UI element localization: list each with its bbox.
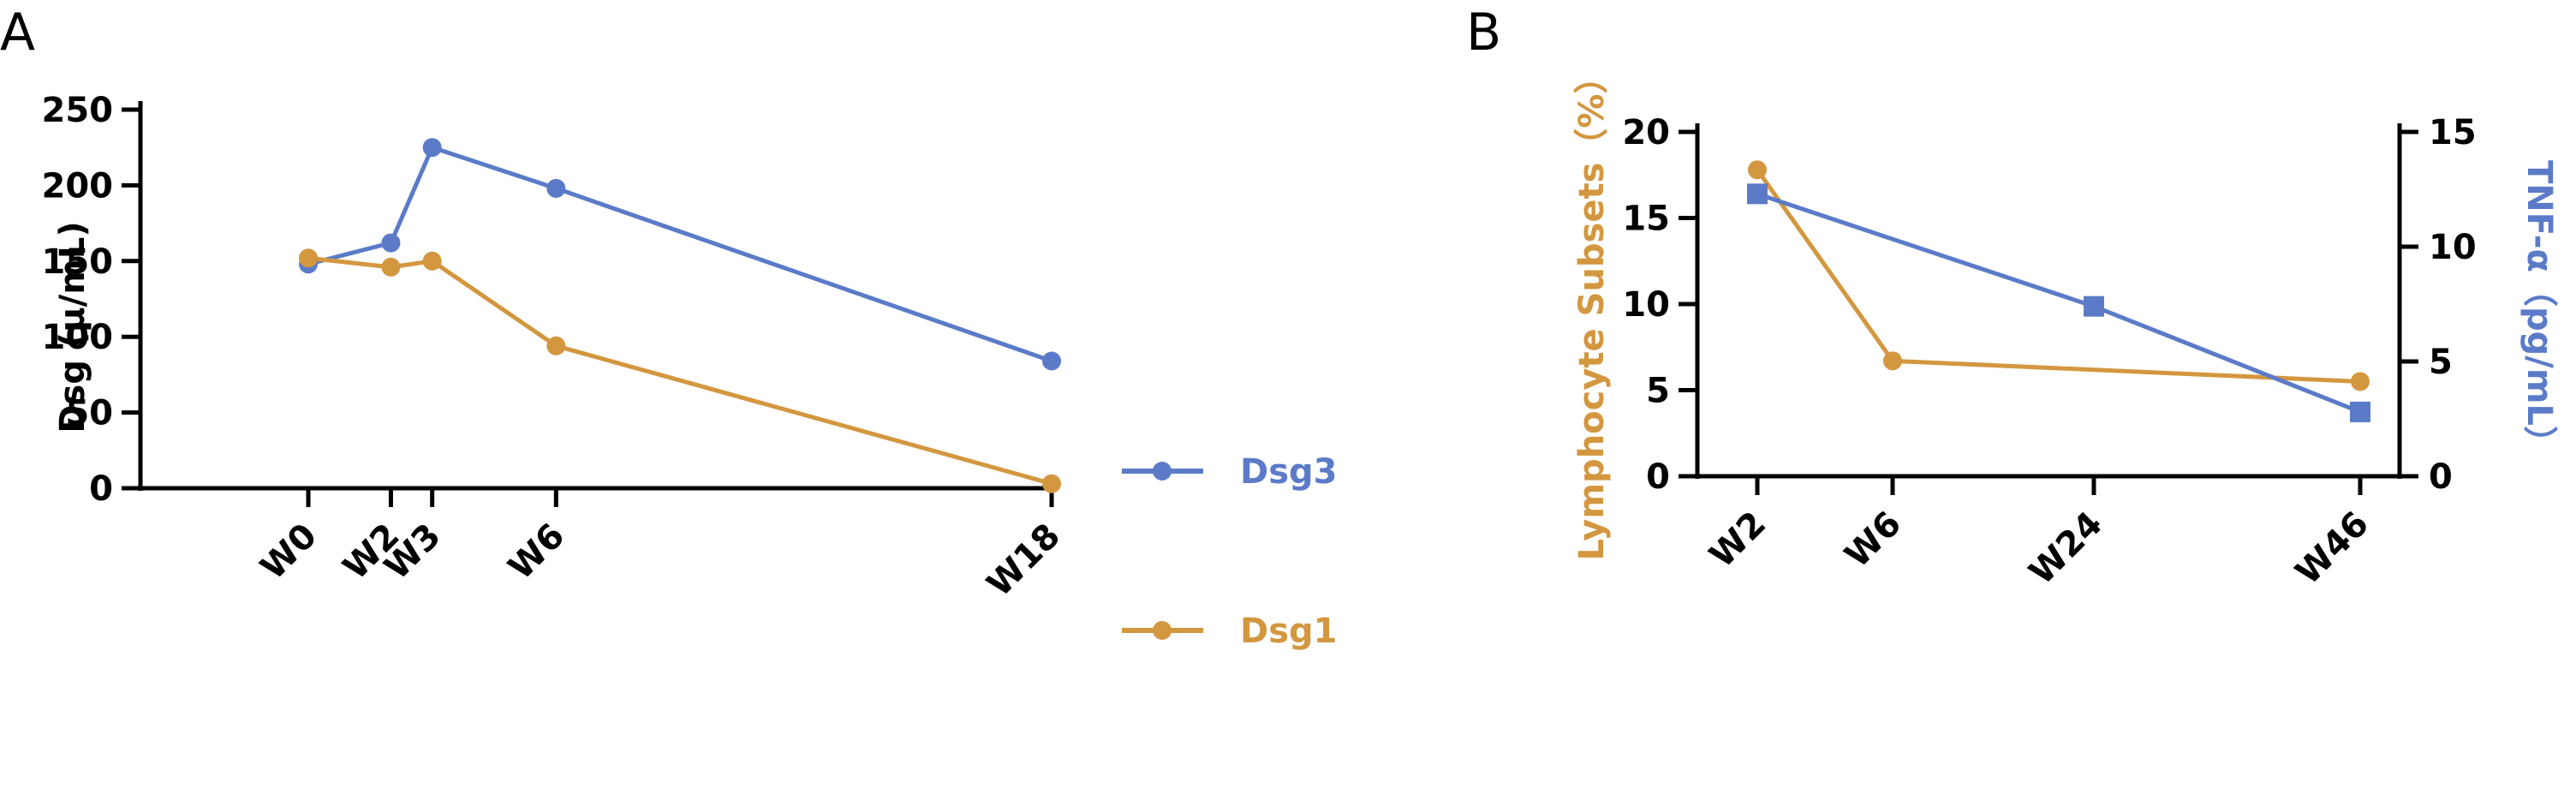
data-point-dsg1 bbox=[299, 248, 318, 268]
legend-marker-dsg3 bbox=[1153, 462, 1172, 481]
legend-label-dsg3: Dsg3 bbox=[1240, 452, 1337, 492]
panel-letter-b: B bbox=[1466, 3, 1501, 63]
data-point-dsg1 bbox=[546, 336, 566, 355]
data-point-lymphocyte bbox=[1748, 160, 1767, 180]
chart-b-left-y-tick-label: 5 bbox=[1646, 372, 1670, 411]
chart-a-y-tick-label: 250 bbox=[42, 91, 114, 130]
chart-b-left-y-tick-label: 20 bbox=[1622, 113, 1670, 152]
chart-a-x-tick-label: W6 bbox=[501, 516, 572, 588]
chart-b-x-tick-label: W6 bbox=[1838, 505, 1909, 576]
chart-a-y-tick-label: 50 bbox=[65, 394, 113, 433]
chart-b-x-tick-label: W46 bbox=[2288, 505, 2376, 593]
data-point-dsg1 bbox=[381, 257, 401, 277]
chart-b-left-y-tick-label: 0 bbox=[1646, 457, 1670, 497]
data-point-dsg1 bbox=[422, 251, 442, 271]
data-point-lymphocyte bbox=[1883, 351, 1902, 371]
chart-b-right-y-tick-label: 5 bbox=[2429, 343, 2453, 382]
chart-a-y-axis-title: Dsg (μ/mL) bbox=[53, 221, 92, 433]
chart-b-right-y-axis-title: TNF-α（pg/mL） bbox=[2519, 160, 2559, 460]
chart-a-x-tick-label: W18 bbox=[980, 516, 1068, 605]
series-line-dsg3 bbox=[307, 145, 1052, 363]
chart-b-left-y-tick-label: 15 bbox=[1622, 200, 1670, 239]
chart-a-x-tick-label: W0 bbox=[253, 516, 325, 588]
data-point-tnf-alpha bbox=[2084, 296, 2104, 317]
chart-a-y-tick-label: 0 bbox=[89, 469, 113, 509]
data-point-tnf-alpha bbox=[1747, 183, 1768, 205]
chart-b-right-y-tick-label: 15 bbox=[2429, 113, 2477, 152]
chart-b-x-tick-label: W2 bbox=[1702, 505, 1774, 576]
chart-b-x-tick-label: W24 bbox=[2022, 505, 2110, 593]
panel-letter-a: A bbox=[0, 3, 35, 63]
legend-marker-dsg1 bbox=[1153, 621, 1172, 640]
chart-b-right-y-tick-label: 0 bbox=[2429, 457, 2453, 497]
data-point-tnf-alpha bbox=[2350, 401, 2370, 422]
chart-a-series bbox=[299, 138, 1061, 493]
chart-b-left-y-tick-label: 10 bbox=[1622, 285, 1670, 325]
data-point-dsg3 bbox=[1042, 351, 1061, 371]
data-point-dsg1 bbox=[1042, 474, 1061, 493]
series-line-lymphocyte bbox=[1755, 168, 2361, 384]
data-point-dsg3 bbox=[546, 178, 566, 198]
chart-b-right-y-tick-label: 10 bbox=[2429, 228, 2477, 267]
data-point-dsg3 bbox=[381, 233, 401, 253]
chart-b-series bbox=[1747, 160, 2370, 422]
chart-a-y-tick-label: 200 bbox=[42, 166, 114, 206]
chart-a-y-tick-label: 100 bbox=[42, 318, 114, 357]
data-point-dsg3 bbox=[422, 138, 442, 158]
chart-a-y-tick-label: 150 bbox=[42, 242, 114, 282]
chart-b-left-y-axis-title: Lymphocyte Subsets（%） bbox=[1572, 60, 1612, 561]
series-line-dsg1 bbox=[307, 255, 1052, 487]
legend-label-dsg1: Dsg1 bbox=[1240, 612, 1337, 651]
data-point-lymphocyte bbox=[2351, 372, 2370, 391]
chart-a-legend: Dsg3 Dsg1 bbox=[1122, 452, 1337, 651]
